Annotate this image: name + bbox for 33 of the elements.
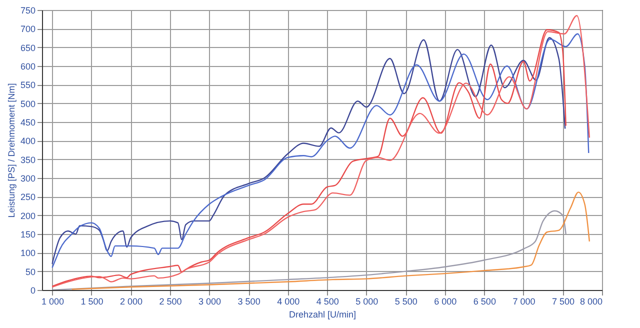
- y-tick-label: 100: [20, 248, 36, 258]
- x-tick-label: 2 000: [120, 296, 143, 306]
- x-tick-label: 5 500: [394, 296, 418, 306]
- y-tick-label: 650: [20, 42, 36, 53]
- y-tick-label: 400: [20, 136, 36, 146]
- x-tick-label: 1 000: [41, 296, 64, 306]
- y-tick-label: 0: [30, 286, 36, 296]
- x-tick-label: 6 500: [473, 296, 496, 306]
- y-tick-label: 550: [20, 80, 36, 90]
- x-tick-label: 7 500: [552, 296, 574, 306]
- y-tick-label: 50: [25, 266, 36, 277]
- y-tick-label: 700: [20, 24, 36, 34]
- x-tick-label: 7 000: [512, 296, 536, 306]
- y-tick-label: 150: [20, 230, 36, 240]
- x-tick-label: 4 500: [316, 296, 339, 306]
- y-tick-label: 300: [20, 174, 36, 184]
- y-tick-label: 200: [20, 210, 36, 221]
- y-axis-title: Leistung [PS] / Drehmoment [Nm]: [6, 83, 16, 218]
- x-tick-label: 5 000: [356, 296, 378, 306]
- y-tick-label: 250: [20, 192, 36, 202]
- y-tick-label: 600: [20, 62, 36, 72]
- x-tick-label: 6 000: [434, 296, 457, 306]
- x-tick-label: 3 500: [238, 296, 260, 306]
- y-tick-label: 350: [20, 154, 36, 165]
- x-tick-label: 1 500: [80, 296, 104, 306]
- y-tick-label: 450: [20, 118, 36, 128]
- x-tick-label: 3 000: [198, 296, 222, 306]
- x-tick-label: 8 000: [580, 296, 602, 306]
- y-tick-label: 750: [20, 6, 36, 16]
- x-axis-title: Drehzahl [U/min]: [288, 310, 356, 320]
- y-tick-label: 500: [20, 98, 36, 109]
- x-tick-label: 4 000: [277, 296, 300, 306]
- x-tick-label: 2 500: [159, 296, 182, 306]
